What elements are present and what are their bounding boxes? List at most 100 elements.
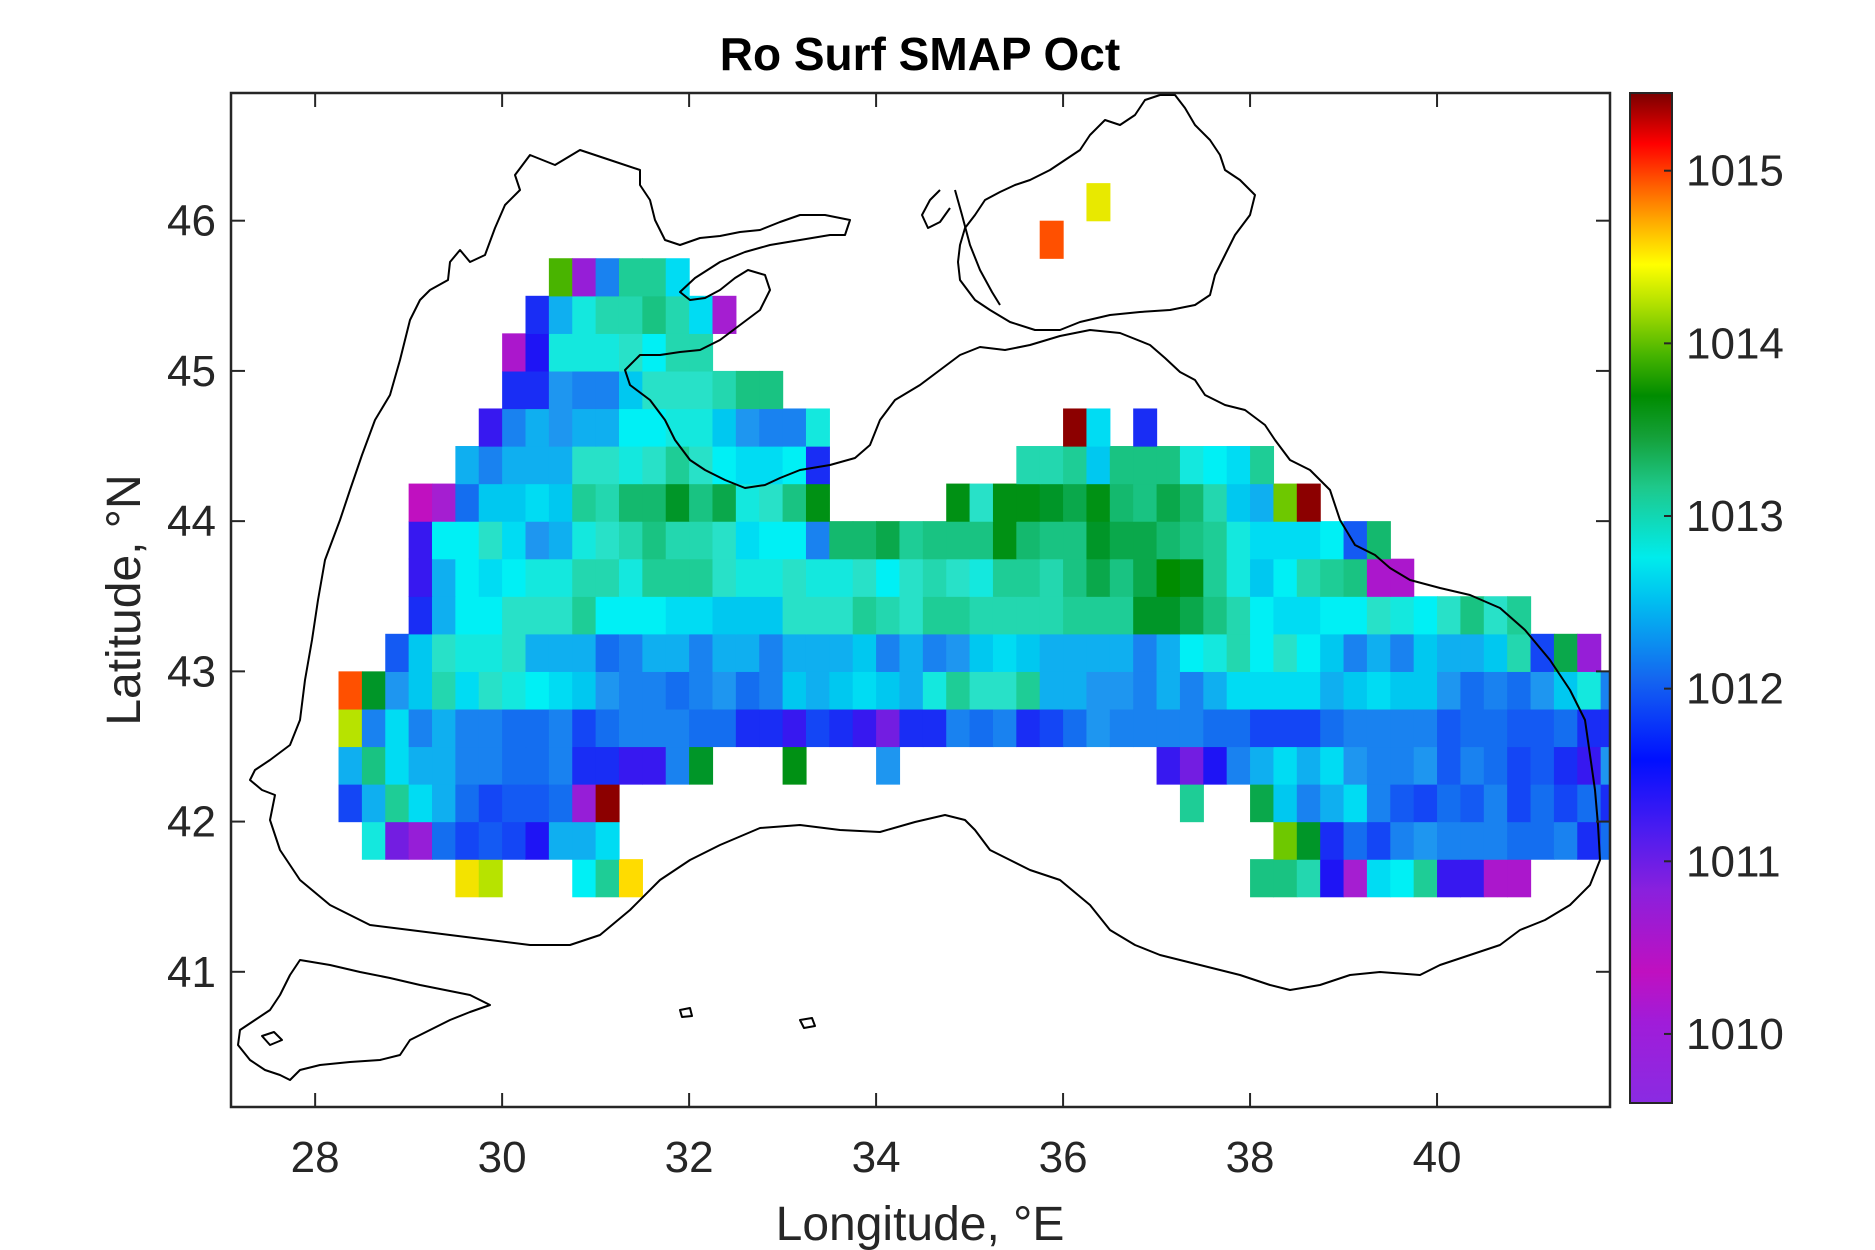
data-cell bbox=[735, 521, 760, 560]
data-cell bbox=[712, 521, 737, 560]
data-cell bbox=[385, 671, 410, 710]
data-cell bbox=[782, 708, 807, 748]
data-cell bbox=[455, 671, 480, 710]
data-cell bbox=[922, 596, 947, 635]
data-cell bbox=[1250, 446, 1275, 485]
data-cell bbox=[642, 596, 667, 635]
data-cell bbox=[1390, 821, 1415, 860]
data-cell bbox=[665, 446, 690, 485]
data-cell bbox=[1530, 784, 1555, 823]
data-cell bbox=[782, 633, 807, 672]
data-cell bbox=[1250, 521, 1275, 560]
data-cell bbox=[876, 708, 901, 748]
data-cell bbox=[852, 521, 877, 560]
data-cell bbox=[408, 821, 433, 860]
data-cell bbox=[502, 671, 527, 710]
data-cell bbox=[1320, 558, 1345, 597]
data-cell bbox=[922, 521, 947, 560]
data-cell bbox=[595, 258, 620, 297]
data-cell bbox=[642, 333, 667, 372]
data-cell bbox=[1507, 633, 1532, 672]
data-cell bbox=[1179, 521, 1204, 560]
data-cell bbox=[1483, 708, 1508, 748]
data-cell bbox=[1179, 784, 1204, 823]
data-cell bbox=[618, 708, 643, 748]
data-cell bbox=[899, 708, 924, 748]
data-cell bbox=[665, 483, 690, 522]
data-cell bbox=[618, 558, 643, 597]
data-cell bbox=[712, 446, 737, 485]
data-cell bbox=[1460, 633, 1485, 672]
data-cell bbox=[1390, 708, 1415, 748]
data-cell bbox=[1530, 821, 1555, 860]
data-cell bbox=[525, 446, 550, 485]
data-cell bbox=[408, 784, 433, 823]
data-cell bbox=[432, 596, 456, 635]
data-cell bbox=[1063, 521, 1088, 560]
data-cell bbox=[712, 708, 737, 748]
data-cell bbox=[385, 784, 410, 823]
data-cell bbox=[899, 558, 924, 597]
data-cell bbox=[408, 708, 433, 748]
data-cell bbox=[969, 596, 994, 635]
data-cell bbox=[922, 633, 947, 672]
data-cell bbox=[759, 370, 784, 410]
data-cell bbox=[852, 633, 877, 672]
data-cell bbox=[665, 596, 690, 635]
data-cell bbox=[1039, 446, 1064, 485]
data-cell bbox=[595, 333, 620, 372]
data-cell bbox=[805, 521, 830, 560]
data-cell bbox=[829, 521, 854, 560]
data-cell bbox=[525, 746, 550, 785]
data-cell bbox=[1600, 784, 1610, 823]
data-cell bbox=[782, 408, 807, 447]
data-cell bbox=[572, 784, 597, 823]
data-cell bbox=[525, 708, 550, 748]
data-cell bbox=[1437, 746, 1462, 785]
colorbar-tick-label: 1012 bbox=[1686, 665, 1784, 714]
data-cell bbox=[946, 596, 971, 635]
data-cell bbox=[525, 633, 550, 672]
data-cell bbox=[665, 258, 690, 297]
data-cell bbox=[361, 746, 386, 785]
data-cell bbox=[1390, 558, 1415, 597]
data-cell bbox=[689, 408, 714, 447]
data-cell bbox=[876, 596, 901, 635]
data-cell bbox=[712, 671, 737, 710]
data-cell bbox=[1437, 671, 1462, 710]
data-cell bbox=[759, 558, 784, 597]
data-cell bbox=[1250, 483, 1275, 522]
data-cell bbox=[408, 746, 433, 785]
data-cell bbox=[1016, 483, 1041, 522]
data-cell bbox=[525, 784, 550, 823]
data-cell bbox=[1390, 746, 1415, 785]
data-cell bbox=[455, 446, 480, 485]
data-cell bbox=[1086, 596, 1111, 635]
data-cell bbox=[1320, 671, 1345, 710]
x-tick-label: 28 bbox=[291, 1133, 340, 1182]
data-cell bbox=[1553, 746, 1578, 785]
data-cell bbox=[338, 784, 363, 823]
data-cell bbox=[1366, 784, 1391, 823]
data-cell bbox=[572, 408, 597, 447]
data-cell bbox=[385, 633, 410, 672]
data-cell bbox=[1109, 708, 1134, 748]
data-cell bbox=[618, 633, 643, 672]
data-cell bbox=[1156, 446, 1181, 485]
data-cell bbox=[1483, 784, 1508, 823]
data-cell bbox=[502, 483, 527, 522]
coastline-small-islands bbox=[679, 1007, 816, 1029]
data-cell bbox=[712, 633, 737, 672]
data-cell bbox=[1343, 558, 1368, 597]
data-cell bbox=[1109, 671, 1134, 710]
data-cell bbox=[1156, 596, 1181, 635]
data-cell bbox=[782, 446, 807, 485]
coastline-marmara bbox=[237, 959, 491, 1081]
data-cell bbox=[1694, 709, 1718, 747]
data-cell bbox=[1553, 633, 1578, 672]
data-cell bbox=[759, 671, 784, 710]
data-cell bbox=[1039, 220, 1064, 259]
x-tick-label: 40 bbox=[1413, 1133, 1462, 1182]
data-cell bbox=[1179, 633, 1204, 672]
data-cell bbox=[1413, 784, 1438, 823]
